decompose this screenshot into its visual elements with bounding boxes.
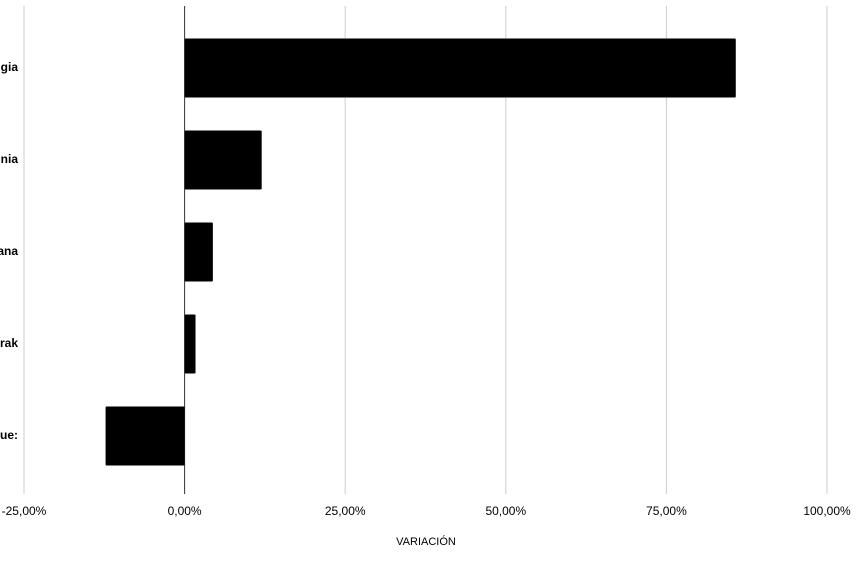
x-tick-label: 0,00% xyxy=(168,504,202,518)
y-tick-label: ue: xyxy=(0,428,18,442)
x-tick-label: 50,00% xyxy=(485,504,526,518)
bar xyxy=(184,38,736,98)
x-axis-title: VARIACIÓN xyxy=(396,535,456,548)
bar xyxy=(184,314,196,374)
x-tick-label: 25,00% xyxy=(325,504,366,518)
bar xyxy=(184,130,262,190)
x-tick-label: 100,00% xyxy=(803,504,851,518)
y-tick-label: nia xyxy=(1,152,19,166)
bar xyxy=(105,406,185,466)
y-tick-label: gia xyxy=(1,60,19,74)
x-tick-label: -25,00% xyxy=(2,504,47,518)
y-tick-label: rak xyxy=(0,336,18,350)
x-tick-label: 75,00% xyxy=(646,504,687,518)
bar xyxy=(184,222,213,282)
y-tick-label: ana xyxy=(0,244,18,258)
